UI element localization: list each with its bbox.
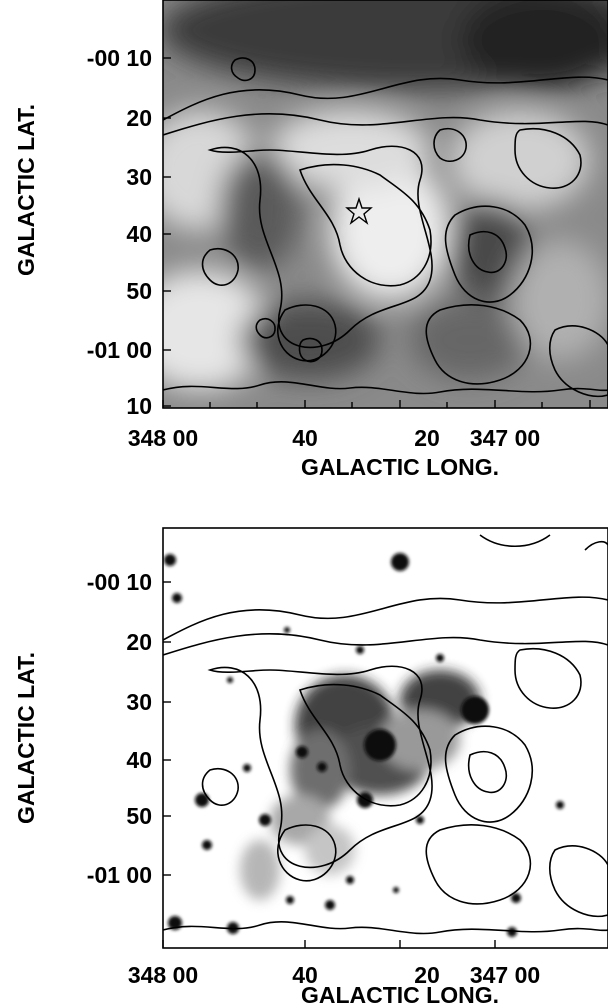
top-panel: -00 10 20 30 40 50 -01 00 10 348 00 40 2… [0, 0, 608, 490]
bottom-image [163, 528, 608, 948]
y-tick-label: -01 00 [87, 337, 152, 363]
y-axis-title: GALACTIC LAT. [13, 652, 39, 824]
top-chart: -00 10 20 30 40 50 -01 00 10 348 00 40 2… [13, 0, 608, 480]
y-tick-label: 20 [126, 105, 152, 131]
top-image [163, 0, 608, 408]
y-tick-label: 20 [126, 629, 152, 655]
x-axis-title: GALACTIC LONG. [301, 982, 499, 1007]
y-tick-label: 50 [126, 278, 152, 304]
bottom-chart: -00 10 20 30 40 50 -01 00 348 00 40 20 3… [13, 527, 608, 1007]
y-tick-label: 40 [126, 747, 152, 773]
star-marker-icon [345, 196, 373, 225]
bottom-panel: -00 10 20 30 40 50 -01 00 348 00 40 20 3… [0, 520, 608, 1007]
y-tick-label: 10 [126, 393, 152, 419]
y-tick-label: 30 [126, 689, 152, 715]
x-tick-label: 20 [414, 425, 440, 451]
y-tick-label: -00 10 [87, 45, 152, 71]
x-tick-label: 40 [292, 425, 318, 451]
y-tick-label: 50 [126, 803, 152, 829]
y-tick-label: -00 10 [87, 569, 152, 595]
y-tick-label: 40 [126, 221, 152, 247]
x-tick-label: 348 00 [128, 425, 198, 451]
y-tick-label: 30 [126, 164, 152, 190]
x-tick-label: 347 00 [470, 425, 540, 451]
x-tick-label: 347 00 [470, 962, 540, 988]
x-tick-label: 40 [292, 962, 318, 988]
x-axis-title: GALACTIC LONG. [301, 454, 499, 480]
y-axis-title: GALACTIC LAT. [13, 104, 39, 276]
y-tick-label: -01 00 [87, 862, 152, 888]
x-tick-label: 20 [414, 962, 440, 988]
x-tick-label: 348 00 [128, 962, 198, 988]
